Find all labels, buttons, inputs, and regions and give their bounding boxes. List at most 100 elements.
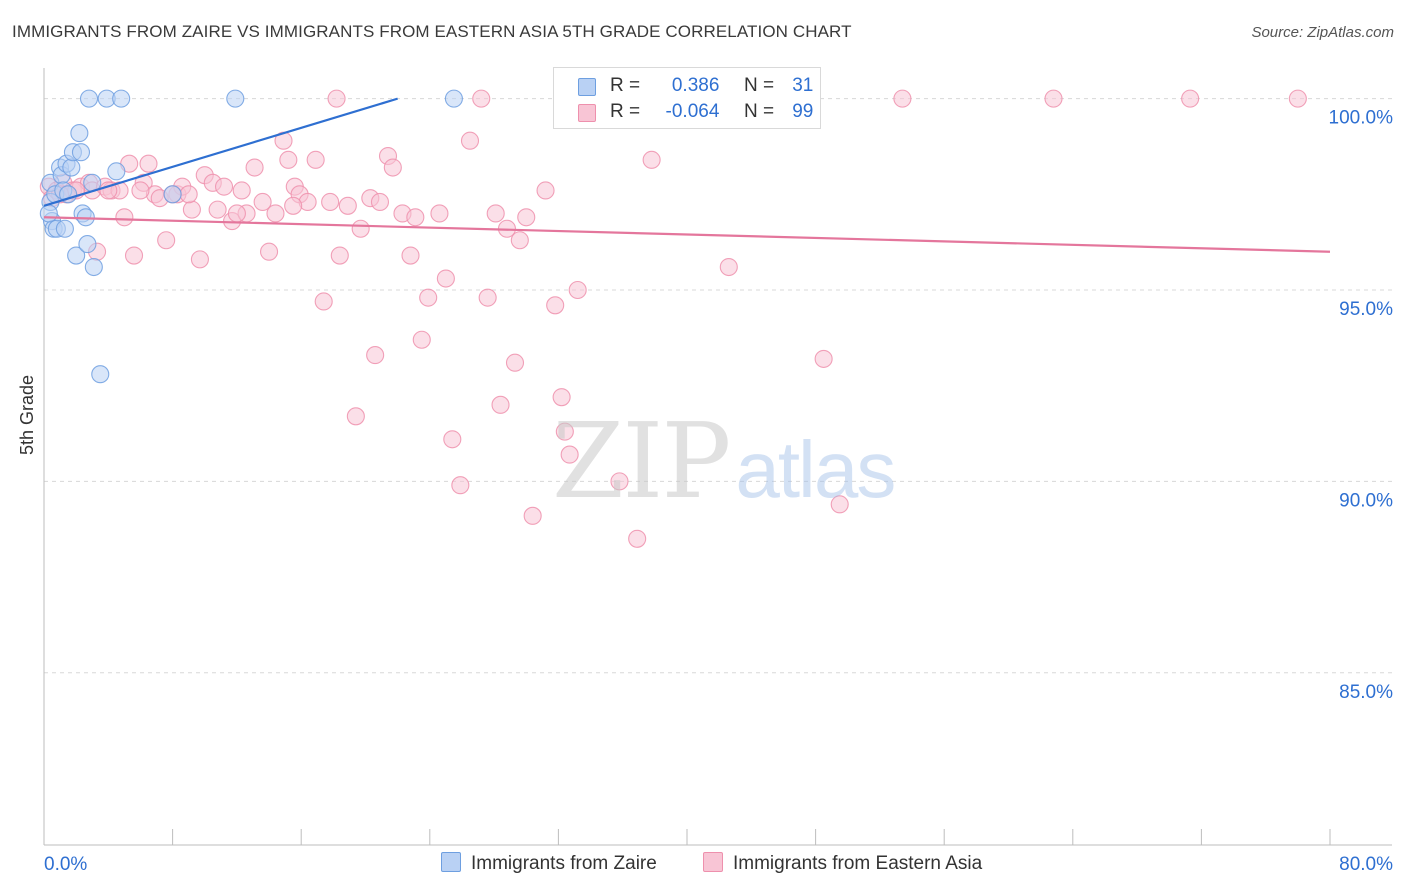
data-point-eastern-asia [517,208,536,227]
data-point-eastern-asia [259,242,279,261]
data-point-eastern-asia [327,89,346,108]
data-point-eastern-asia [412,330,431,349]
data-point-zaire [67,246,86,265]
data-point-eastern-asia [830,495,849,514]
chart-title: IMMIGRANTS FROM ZAIRE VS IMMIGRANTS FROM… [12,22,852,41]
data-point-eastern-asia [472,89,491,108]
data-point-eastern-asia [401,246,420,265]
y-tick-label: 95.0% [1339,299,1393,320]
x-tick-label: 80.0% [1339,854,1393,875]
data-point-eastern-asia [451,476,470,495]
data-point-zaire [62,158,81,177]
legend-entry-zaire: Immigrants from Zaire [441,852,657,875]
legend-text: R = 0.386 N = 31 [610,75,813,97]
data-point-eastern-asia [139,154,158,173]
data-point-zaire [78,235,97,254]
data-point-eastern-asia [628,529,647,548]
n-label: N = [743,75,775,96]
n-value: 99 [792,101,814,122]
data-point-zaire [71,143,91,162]
legend-label-zaire: Immigrants from Zaire [471,853,657,874]
data-point-eastern-asia [568,280,587,300]
legend-entry-eastern-asia: Immigrants from Eastern Asia [703,852,982,875]
data-point-eastern-asia [351,219,370,238]
data-point-eastern-asia [208,200,227,219]
data-point-eastern-asia [1288,89,1307,108]
data-point-eastern-asia [505,353,525,372]
data-point-eastern-asia [460,131,480,150]
data-point-eastern-asia [436,269,455,288]
trend-line-eastern-asia [43,216,1331,253]
data-point-eastern-asia [314,292,333,311]
data-point-eastern-asia [157,231,176,250]
legend-text: R = -0.064 N = 99 [610,101,813,123]
data-point-eastern-asia [555,422,574,441]
y-tick-label: 90.0% [1339,490,1393,511]
legend-swatch-pink [703,852,723,872]
n-label: N = [743,101,775,122]
data-point-eastern-asia [190,250,209,269]
data-point-eastern-asia [523,506,542,525]
data-point-zaire [70,124,89,143]
data-point-eastern-asia [253,192,272,212]
data-point-eastern-asia [306,150,325,169]
data-point-eastern-asia [552,388,571,407]
data-point-zaire [107,162,126,181]
data-point-eastern-asia [214,177,234,196]
data-point-eastern-asia [478,288,497,307]
data-point-eastern-asia [546,296,565,315]
data-point-eastern-asia [510,231,529,250]
data-point-zaire [91,365,110,384]
r-value: 0.386 [671,75,720,96]
data-point-eastern-asia [1044,89,1063,108]
data-point-eastern-asia [719,257,738,277]
data-point-eastern-asia [338,196,357,215]
trend-line-zaire [43,97,398,207]
data-point-eastern-asia [419,288,438,307]
data-point-zaire [39,204,58,223]
legend-swatch-blue [441,852,461,872]
legend-swatch-blue [578,78,596,96]
data-point-eastern-asia [124,246,144,265]
data-point-eastern-asia [610,472,629,491]
watermark-atlas: atlas [735,425,896,514]
data-point-eastern-asia [406,208,425,227]
data-point-eastern-asia [1181,89,1200,108]
data-point-eastern-asia [284,196,303,215]
data-point-eastern-asia [383,158,402,177]
r-label: R = [610,101,641,122]
source-credit: Source: ZipAtlas.com [1251,24,1394,41]
data-point-eastern-asia [814,349,833,368]
data-point-eastern-asia [491,395,510,414]
tick-label-layer: 85.0% 90.0% 95.0% 100.0% 0.0% 80.0% [44,108,1393,875]
data-point-eastern-asia [179,185,198,204]
axis-layer [43,68,1392,846]
trend-layer [43,97,1331,253]
points-layer [39,89,1307,548]
legend-label-eastern-asia: Immigrants from Eastern Asia [733,853,983,874]
data-point-eastern-asia [115,208,134,227]
r-label: R = [610,75,641,96]
data-point-eastern-asia [893,89,912,108]
data-point-eastern-asia [370,192,390,212]
data-point-eastern-asia [227,204,246,223]
grid-layer [44,98,1392,674]
data-point-eastern-asia [131,181,150,200]
data-point-zaire [163,185,182,204]
data-point-eastern-asia [232,181,251,200]
data-point-zaire [59,185,78,204]
x-tick-label: 0.0% [44,854,87,875]
data-point-eastern-asia [321,192,340,212]
data-point-eastern-asia [99,181,118,200]
data-point-eastern-asia [430,204,449,223]
zipatlas-watermark: ZIPatlas [552,400,896,522]
data-point-zaire [79,89,99,108]
y-tick-label: 85.0% [1339,682,1393,703]
data-point-eastern-asia [443,430,462,449]
legend-swatch-pink [578,104,596,122]
data-point-eastern-asia [266,204,285,223]
data-point-eastern-asia [245,158,264,177]
r-value: -0.064 [665,101,720,122]
data-point-zaire [226,89,245,108]
